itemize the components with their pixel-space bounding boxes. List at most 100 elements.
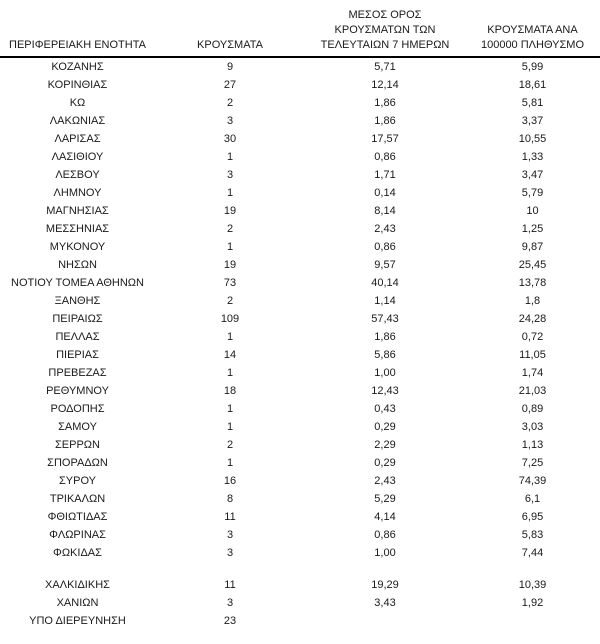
table-row: ΛΗΜΝΟΥ 1 0,14 5,79	[0, 184, 600, 202]
avg7-cell: 0,86	[374, 241, 396, 253]
per100k-cell: 1,92	[521, 597, 544, 609]
table-row: ΝΟΤΙΟΥ ΤΟΜΕΑ ΑΘΗΝΩΝ 73 40,14 13,78	[0, 274, 600, 292]
avg7-cell: 0,29	[374, 421, 396, 433]
cases-cell: 3	[226, 169, 234, 181]
per100k-cell: 3,03	[521, 421, 544, 433]
per100k-cell: 74,39	[518, 475, 547, 487]
cases-cell: 3	[226, 547, 234, 559]
table-body: ΚΟΖΑΝΗΣ 9 5,71 5,99 ΚΟΡΙΝΘΙΑΣ 27 12,14 18,61 ΚΩ 2…	[0, 58, 600, 630]
table-row: ΡΕΘΥΜΝΟΥ 18 12,43 21,03	[0, 382, 600, 400]
avg7-cell: 0,86	[374, 151, 396, 163]
table-row: ΠΕΙΡΑΙΩΣ 109 57,43 24,28	[0, 310, 600, 328]
cases-cell: 1	[226, 187, 234, 199]
region-cell: ΚΟΡΙΝΘΙΑΣ	[47, 79, 108, 91]
region-cell: ΜΥΚΟΝΟΥ	[49, 241, 106, 253]
table-row: ΣΥΡΟΥ 16 2,43 74,39	[0, 472, 600, 490]
per100k-cell: 5,99	[521, 61, 544, 73]
region-cell: ΚΟΖΑΝΗΣ	[51, 61, 104, 73]
avg7-cell: 1,14	[374, 295, 396, 307]
avg7-cell: 0,29	[374, 457, 396, 469]
avg7-cell: 2,43	[374, 475, 396, 487]
cases-cell: 1	[226, 403, 234, 415]
table-row: ΣΕΡΡΩΝ 2 2,29 1,13	[0, 436, 600, 454]
avg7-cell: 19,29	[371, 579, 399, 591]
per100k-cell: 10,39	[518, 579, 547, 591]
table-row: ΡΟΔΟΠΗΣ 1 0,43 0,89	[0, 400, 600, 418]
cases-cell: 1	[226, 421, 234, 433]
avg7-cell: 1,86	[374, 331, 396, 343]
avg7-cell: 12,14	[371, 79, 399, 91]
cases-cell: 23	[223, 615, 237, 627]
cases-cell: 14	[223, 349, 237, 361]
cases-cell: 109	[220, 313, 240, 325]
avg7-cell: 40,14	[371, 277, 399, 289]
avg7-cell: 0,43	[374, 403, 396, 415]
region-cell: ΡΟΔΟΠΗΣ	[50, 403, 105, 415]
cases-cell: 3	[226, 115, 234, 127]
table-row: ΚΟΡΙΝΘΙΑΣ 27 12,14 18,61	[0, 76, 600, 94]
table-header-row: ΠΕΡΙΦΕΡΕΙΑΚΗ ΕΝΟΤΗΤΑ ΚΡΟΥΣΜΑΤΑ ΜΕΣΟΣ ΟΡΟ…	[0, 0, 600, 58]
cases-cell: 16	[223, 475, 237, 487]
region-cell: ΣΥΡΟΥ	[58, 475, 96, 487]
avg7-cell: 4,14	[374, 511, 396, 523]
per100k-cell: 10	[526, 205, 539, 217]
cases-cell: 18	[223, 385, 237, 397]
per100k-cell: 0,89	[521, 403, 544, 415]
avg7-cell: 5,29	[374, 493, 396, 505]
table-row: ΞΑΝΘΗΣ 2 1,14 1,8	[0, 292, 600, 310]
cases-cell: 11	[224, 511, 236, 523]
region-cell: ΦΩΚΙΔΑΣ	[53, 547, 102, 559]
table-row: ΜΑΓΝΗΣΙΑΣ 19 8,14 10	[0, 202, 600, 220]
table-row: ΛΑΚΩΝΙΑΣ 3 1,86 3,37	[0, 112, 600, 130]
region-cell: ΣΠΟΡΑΔΩΝ	[47, 457, 108, 469]
cases-cell: 1	[226, 241, 234, 253]
region-cell: ΛΑΡΙΣΑΣ	[54, 133, 101, 145]
column-header-cases-per-100k-line1: ΚΡΟΥΣΜΑΤΑ ΑΝΑ	[487, 24, 578, 36]
region-cell: ΠΕΙΡΑΙΩΣ	[52, 313, 103, 325]
per100k-cell: 1,74	[521, 367, 544, 379]
avg7-cell: 8,14	[374, 205, 396, 217]
per100k-cell: 9,87	[521, 241, 544, 253]
avg7-cell: 2,29	[374, 439, 396, 451]
avg7-cell: 9,57	[374, 259, 396, 271]
avg7-cell: 57,43	[371, 313, 399, 325]
region-cell: ΤΡΙΚΑΛΩΝ	[49, 493, 106, 505]
cases-cell: 8	[226, 493, 234, 505]
region-cell: ΛΑΣΙΘΙΟΥ	[51, 151, 104, 163]
table-row: ΛΑΡΙΣΑΣ 30 17,57 10,55	[0, 130, 600, 148]
per100k-cell: 7,25	[521, 457, 544, 469]
per100k-cell	[465, 612, 600, 630]
per100k-cell: 24,28	[518, 313, 547, 325]
cases-cell: 2	[226, 223, 234, 235]
column-header-region-label: ΠΕΡΙΦΕΡΕΙΑΚΗ ΕΝΟΤΗΤΑ	[9, 39, 146, 51]
avg7-cell	[305, 612, 465, 630]
cases-cell: 9	[226, 61, 234, 73]
table-row: ΥΠΟ ΔΙΕΡΕΥΝΗΣΗ 23	[0, 612, 600, 630]
region-cell: ΣΑΜΟΥ	[58, 421, 97, 433]
per100k-cell: 1,25	[521, 223, 544, 235]
region-cell: ΛΑΚΩΝΙΑΣ	[49, 115, 106, 127]
avg7-cell: 1,00	[374, 547, 396, 559]
table-row: ΦΘΙΩΤΙΔΑΣ 11 4,14 6,95	[0, 508, 600, 526]
avg7-cell: 0,14	[374, 187, 396, 199]
table-row: ΚΟΖΑΝΗΣ 9 5,71 5,99	[0, 58, 600, 76]
avg7-cell: 3,43	[374, 597, 396, 609]
cases-cell: 2	[226, 97, 234, 109]
table-row: ΤΡΙΚΑΛΩΝ 8 5,29 6,1	[0, 490, 600, 508]
per100k-cell: 11,05	[519, 349, 546, 361]
per100k-cell: 25,45	[518, 259, 547, 271]
column-header-cases-label: ΚΡΟΥΣΜΑΤΑ	[197, 39, 263, 51]
per100k-cell: 10,55	[518, 133, 547, 145]
region-cell: ΠΙΕΡΙΑΣ	[56, 349, 99, 361]
per100k-cell: 18,61	[518, 79, 547, 91]
cases-cell: 73	[223, 277, 237, 289]
column-header-cases-per-100k: ΚΡΟΥΣΜΑΤΑ ΑΝΑ 100000 ΠΛΗΘΥΣΜΟ	[465, 23, 600, 53]
cases-cell: 27	[223, 79, 237, 91]
avg7-cell: 2,43	[374, 223, 396, 235]
avg7-cell: 1,00	[374, 367, 396, 379]
column-header-7day-average-line2: ΚΡΟΥΣΜΑΤΩΝ ΤΩΝ	[334, 24, 436, 36]
region-cell: ΧΑΝΙΩΝ	[56, 597, 99, 609]
table-row: ΦΛΩΡΙΝΑΣ 3 0,86 5,83	[0, 526, 600, 544]
region-cell: ΠΕΛΛΑΣ	[55, 331, 100, 343]
